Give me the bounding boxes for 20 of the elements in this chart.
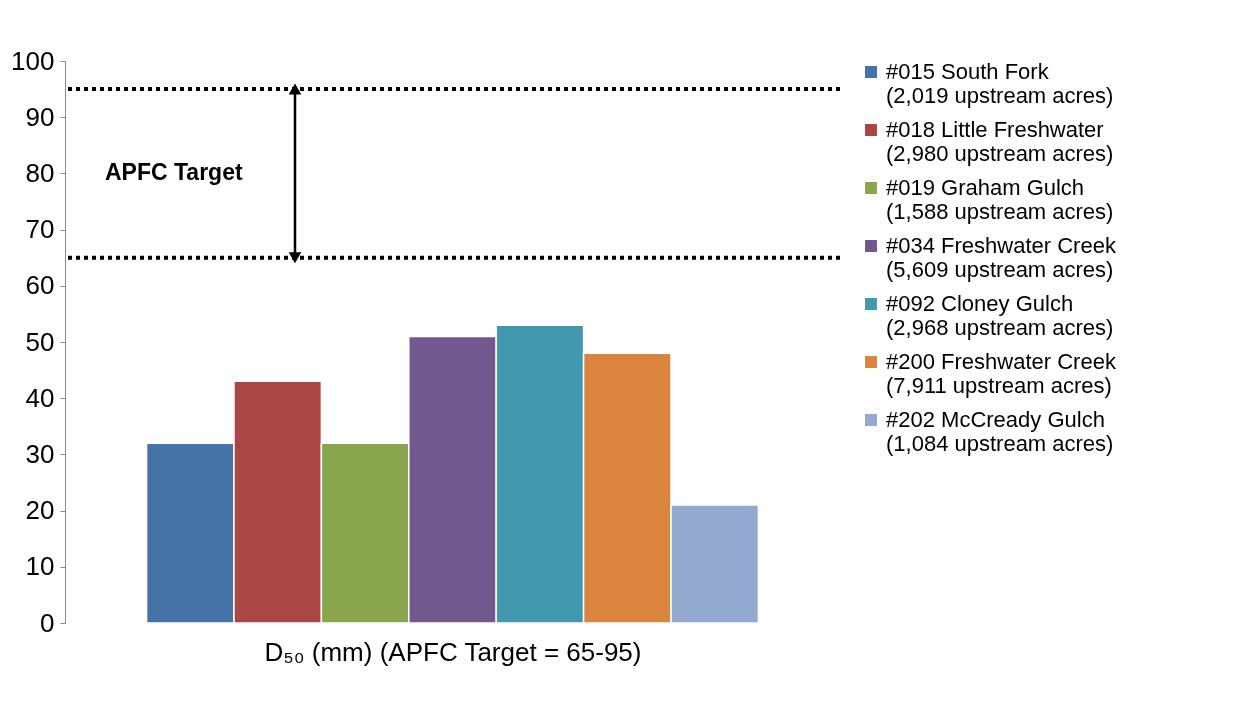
legend-label: #202 McCready Gulch (1,084 upstream acres) [886, 407, 1114, 456]
annotation: APFC Target [105, 159, 243, 186]
legend-label: #092 Cloney Gulch (2,968 upstream acres) [886, 291, 1114, 340]
y-tick-label: 60 [25, 270, 55, 301]
y-tick-label: 0 [40, 607, 55, 638]
y-tick-label: 20 [25, 495, 55, 526]
legend-label: #019 Graham Gulch (1,588 upstream acres) [886, 175, 1114, 224]
y-tick-label: 50 [25, 326, 55, 357]
y-tick-label: 100 [11, 45, 55, 76]
y-tick-label: 10 [25, 551, 55, 582]
y-tick-label: 30 [25, 438, 55, 469]
y-tick-label: 70 [25, 214, 55, 245]
x-axis-title: D₅₀ (mm) (APFC Target = 65-95) [264, 636, 642, 667]
y-tick-label: 40 [25, 382, 55, 413]
legend-label: #015 South Fork (2,019 upstream acres) [886, 59, 1114, 108]
legend-label: #018 Little Freshwater (2,980 upstream acres) [886, 117, 1114, 166]
y-tick-label: 90 [25, 101, 55, 132]
legend-label: #034 Freshwater Creek (5,609 upstream acres) [886, 233, 1117, 282]
legend-label: #200 Freshwater Creek (7,911 upstream acres) [886, 349, 1117, 398]
y-tick-label: 80 [25, 157, 55, 188]
